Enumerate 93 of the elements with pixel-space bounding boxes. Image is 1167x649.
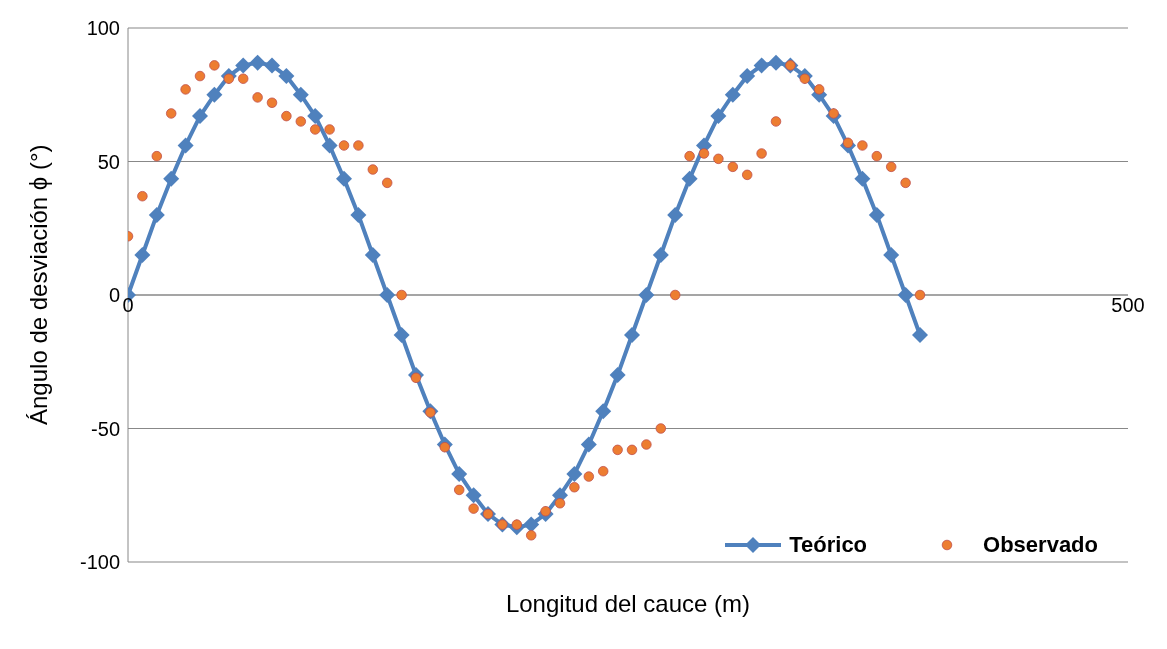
point: [914, 289, 926, 301]
point: [667, 206, 684, 223]
point: [310, 124, 321, 135]
point: [886, 161, 897, 173]
point: [350, 206, 367, 223]
point: [710, 108, 727, 125]
point: [868, 206, 885, 223]
point: [338, 140, 350, 151]
point: [410, 372, 422, 383]
point: [727, 161, 738, 173]
x-tick-label: 500: [1111, 294, 1145, 316]
point: [238, 73, 249, 84]
point: [292, 86, 309, 103]
point: [465, 487, 482, 504]
point: [857, 140, 868, 151]
point: [580, 436, 597, 453]
point: [756, 148, 767, 159]
point: [353, 140, 364, 151]
y-tick-label: -100: [79, 551, 120, 574]
point: [655, 423, 666, 434]
point: [684, 150, 695, 162]
point: [278, 68, 295, 85]
point: [912, 327, 928, 344]
point: [451, 465, 468, 482]
point: [566, 465, 583, 482]
point: [194, 70, 206, 82]
point: [739, 68, 756, 85]
point: [814, 84, 825, 95]
point: [393, 327, 410, 344]
point: [583, 471, 594, 482]
point: [180, 84, 191, 95]
point: [624, 327, 640, 344]
point: [396, 289, 407, 301]
point: [900, 177, 911, 189]
point: [163, 170, 180, 187]
point: [281, 110, 292, 122]
y-tick-label: 100: [86, 17, 120, 40]
point: [379, 287, 396, 303]
point: [249, 54, 266, 71]
point: [871, 150, 882, 162]
point: [192, 108, 208, 125]
point: [638, 287, 655, 303]
point: [264, 57, 280, 74]
y-tick-label: -50: [91, 417, 120, 440]
point: [235, 57, 252, 74]
point: [854, 170, 871, 187]
point: [336, 170, 352, 187]
point: [554, 498, 566, 509]
point: [698, 148, 710, 159]
point: [209, 60, 220, 71]
point: [134, 246, 151, 263]
point: [252, 92, 263, 103]
point: [724, 86, 741, 103]
point: [367, 164, 378, 175]
point: [206, 86, 223, 103]
point: [713, 153, 724, 165]
point: [382, 177, 393, 189]
point: [595, 403, 612, 420]
y-tick-label: 50: [97, 150, 120, 173]
point: [324, 124, 335, 135]
point: [626, 444, 638, 456]
point: [652, 246, 669, 263]
point: [166, 108, 177, 119]
point: [612, 444, 623, 456]
point: [137, 191, 148, 202]
point: [523, 516, 540, 533]
point: [768, 54, 784, 71]
point: [177, 137, 194, 154]
point: [295, 116, 306, 127]
y-axis-title: Ángulo de desviación ϕ (°): [24, 144, 52, 425]
point: [569, 482, 580, 493]
point: [468, 503, 479, 514]
point: [321, 137, 338, 154]
point: [609, 367, 626, 384]
point: [742, 169, 753, 181]
point: [151, 150, 162, 162]
point: [753, 57, 770, 74]
legend-label: Teórico: [789, 532, 868, 558]
point: [681, 170, 698, 187]
point: [897, 287, 914, 303]
point: [883, 246, 900, 263]
x-axis-title: Longitud del cauce (m): [505, 590, 751, 617]
point: [598, 466, 609, 477]
point: [770, 116, 782, 127]
legend-label: Observado: [983, 532, 1098, 558]
point: [670, 289, 681, 301]
point: [266, 97, 278, 108]
point: [148, 206, 165, 223]
point: [307, 108, 324, 125]
point: [364, 246, 381, 263]
point: [454, 484, 465, 496]
point: [641, 439, 652, 450]
point: [526, 530, 537, 541]
